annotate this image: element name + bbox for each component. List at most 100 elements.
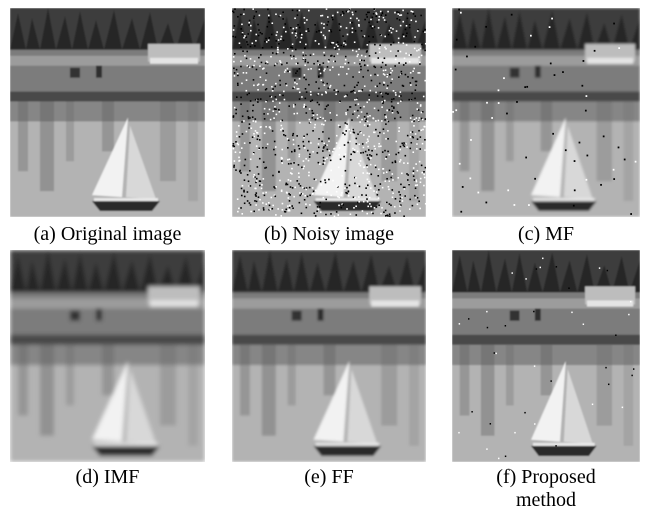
noise-dot xyxy=(261,188,263,190)
noise-dot xyxy=(247,94,249,96)
noise-dot xyxy=(272,88,274,90)
noise-dot xyxy=(460,211,462,213)
noise-dot xyxy=(367,125,369,127)
noise-dot xyxy=(344,134,346,136)
noise-dot xyxy=(245,159,247,161)
noise-dot xyxy=(374,108,376,110)
noise-dot xyxy=(290,55,292,57)
noise-dot xyxy=(382,151,384,153)
noise-dot xyxy=(241,213,243,215)
noise-dot xyxy=(368,22,370,24)
noise-dot xyxy=(341,194,343,196)
noise-dot xyxy=(335,48,337,50)
panel-a xyxy=(10,8,205,217)
noise-dot xyxy=(319,64,321,66)
noise-dot xyxy=(322,150,324,152)
caption: (e) FF xyxy=(222,466,436,489)
noise-dot xyxy=(234,53,236,55)
noise-dot xyxy=(327,88,329,90)
noise-dot xyxy=(365,187,367,189)
noise-dot xyxy=(395,161,397,163)
noise-dot xyxy=(281,36,283,38)
noise-dot xyxy=(471,411,472,413)
noise-dot xyxy=(377,95,379,97)
noise-dot xyxy=(370,164,372,166)
noise-dot xyxy=(255,99,257,101)
noise-dot xyxy=(326,24,328,26)
noise-dot xyxy=(244,142,246,144)
noise-dot xyxy=(292,187,294,189)
noise-dot xyxy=(292,207,294,209)
noise-dot xyxy=(261,33,263,35)
noise-dot xyxy=(355,30,357,32)
noise-dot xyxy=(330,170,332,172)
noise-dot xyxy=(347,11,349,13)
noise-dot xyxy=(455,69,457,71)
noise-dot xyxy=(416,108,418,110)
noise-dot xyxy=(275,154,277,156)
noise-dot xyxy=(272,205,274,207)
noise-dot xyxy=(326,83,328,85)
noise-dot xyxy=(341,45,343,47)
noise-dot xyxy=(294,187,296,189)
noise-dot xyxy=(470,139,472,141)
noise-dot xyxy=(283,27,285,29)
noise-dot xyxy=(273,117,275,119)
noise-dot xyxy=(329,154,331,156)
noise-dot xyxy=(318,143,320,145)
noise-dot xyxy=(260,32,262,34)
noise-dot xyxy=(354,149,356,151)
noise-dot xyxy=(345,153,347,155)
noise-dot xyxy=(573,205,575,207)
noise-dot xyxy=(514,204,516,206)
noise-dot xyxy=(341,207,343,209)
noise-dot xyxy=(358,71,360,73)
noise-dot xyxy=(295,33,297,35)
noise-dot xyxy=(390,72,392,74)
noise-dot xyxy=(420,48,422,50)
noise-dot xyxy=(248,92,250,94)
noise-dot xyxy=(383,168,385,170)
noise-dot xyxy=(315,81,317,83)
noise-dot xyxy=(360,165,362,167)
noise-dot xyxy=(419,208,421,210)
noise-dot xyxy=(324,68,326,70)
noise-dot xyxy=(416,148,418,150)
noise-dot xyxy=(373,118,375,120)
noise-dot xyxy=(320,31,322,33)
noise-dot xyxy=(469,177,471,179)
noise-dot xyxy=(524,412,525,414)
noise-dot xyxy=(412,70,414,72)
noise-dot xyxy=(323,35,325,37)
noise-dot xyxy=(376,154,378,156)
noise-dot xyxy=(246,36,248,38)
noise-dot xyxy=(336,114,338,116)
noise-dot xyxy=(243,9,245,11)
noise-dot xyxy=(267,143,269,145)
noise-dot xyxy=(244,179,246,181)
noise-dot xyxy=(350,154,352,156)
noise-dot xyxy=(549,26,551,28)
noise-dot xyxy=(378,197,380,199)
noise-dot xyxy=(542,258,543,260)
noise-dot xyxy=(286,62,288,64)
noise-dot xyxy=(258,57,260,59)
noise-dot xyxy=(305,98,307,100)
noise-dot xyxy=(243,13,245,15)
noise-dot xyxy=(368,159,370,161)
noise-dot xyxy=(410,117,412,119)
noise-dot xyxy=(282,11,284,13)
noise-dot xyxy=(338,154,340,156)
noise-dot xyxy=(274,141,276,143)
panel-e xyxy=(232,250,426,462)
noise-dot xyxy=(354,86,356,88)
noise-dot xyxy=(239,42,241,44)
noise-dot xyxy=(410,142,412,144)
noise-dot xyxy=(325,91,327,93)
noise-dot xyxy=(259,199,261,201)
noise-dot xyxy=(411,99,413,101)
noise-dot xyxy=(550,380,551,382)
noise-dot xyxy=(415,197,417,199)
noise-dot xyxy=(294,79,296,81)
noise-dot xyxy=(386,87,388,89)
